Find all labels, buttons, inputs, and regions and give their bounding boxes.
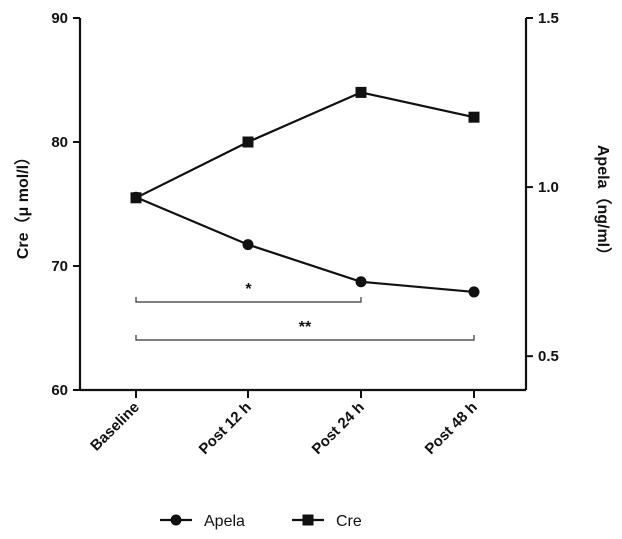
series-line-cre: [135, 91, 475, 199]
significance-bracket: **: [135, 319, 475, 341]
legend-item-cre: Cre: [292, 513, 362, 530]
data-point-apela: [468, 286, 480, 298]
x-tick-label: Post 24 h: [309, 399, 368, 458]
significance-bracket: *: [135, 281, 362, 303]
x-tick-label: Post 12 h: [196, 399, 255, 458]
series-line-apela: [135, 196, 475, 294]
left-tick-label: 70: [51, 258, 68, 275]
right-tick-label: 1.0: [538, 179, 559, 196]
series-layer: [130, 86, 480, 298]
legend-label: Cre: [336, 513, 362, 530]
left-tick-label: 60: [51, 382, 68, 399]
left-y-axis-label: Cre（μ mol/l）: [14, 149, 32, 259]
legend-marker: [302, 514, 314, 526]
x-tick-label: Post 48 h: [422, 399, 481, 458]
data-point-cre: [355, 86, 367, 98]
x-tick-label: Baseline: [87, 399, 143, 455]
right-y-axis-ticks: 0.5 1.0 1.5: [526, 10, 559, 365]
x-axis-ticks: Baseline Post 12 h Post 24 h Post 48 h: [87, 390, 481, 458]
plot-area: [78, 18, 528, 392]
right-tick-label: 0.5: [538, 348, 559, 365]
significance-label: **: [299, 319, 312, 336]
left-tick-label: 80: [51, 134, 68, 151]
legend-marker: [170, 514, 182, 526]
left-tick-label: 90: [51, 10, 68, 27]
data-point-apela: [242, 239, 254, 251]
legend: Apela Cre: [160, 513, 362, 530]
data-point-apela: [355, 276, 367, 288]
legend-label: Apela: [204, 513, 245, 530]
significance-label: *: [245, 281, 252, 298]
data-point-cre: [130, 192, 142, 204]
right-y-axis-label: Apela（ng/ml）: [594, 145, 612, 263]
legend-item-apela: Apela: [160, 513, 245, 530]
data-point-cre: [468, 111, 480, 123]
data-point-cre: [242, 136, 254, 148]
right-tick-label: 1.5: [538, 10, 559, 27]
significance-brackets: ***: [135, 281, 475, 341]
left-y-axis-ticks: 60 70 80 90: [51, 10, 80, 399]
